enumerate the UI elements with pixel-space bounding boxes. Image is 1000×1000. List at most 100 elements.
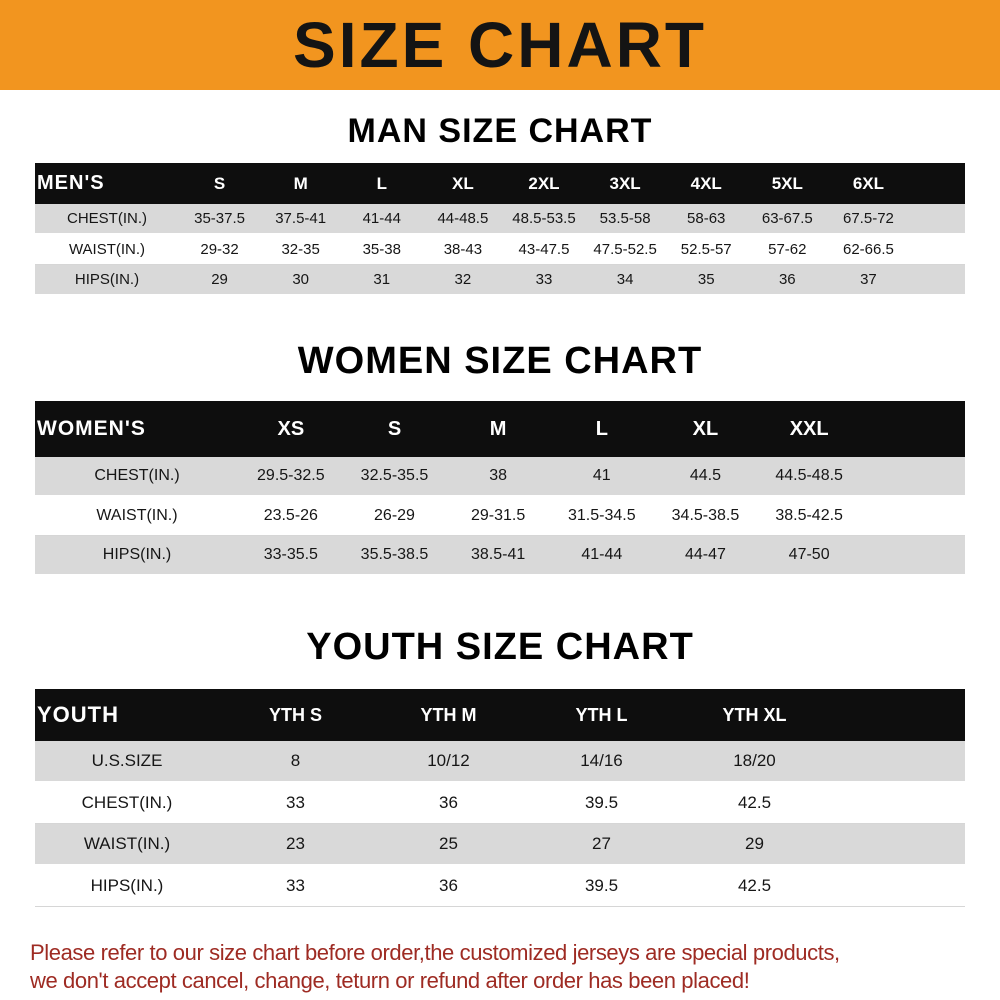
spacer-cell <box>861 457 965 497</box>
size-value-cell: 35.5-38.5 <box>342 535 447 576</box>
measurement-row: HIPS(IN.) 33 36 39.5 42.5 <box>35 865 965 907</box>
size-value-cell: 43-47.5 <box>503 234 585 265</box>
size-column-header: YTH S <box>268 704 322 725</box>
size-value-cell: 29 <box>678 823 831 866</box>
size-value-cell: 41-44 <box>341 204 423 235</box>
women-size-table: WOMEN'S XS S M L XL XXL CHEST(IN.) 29.5-32.5 32.5… <box>35 401 965 576</box>
size-value-cell: 18/20 <box>678 741 831 783</box>
size-value-cell: 41 <box>549 457 654 497</box>
size-column-header: YTH M <box>420 704 477 725</box>
size-column-header: XXL <box>789 417 829 440</box>
disclaimer-line-1: Please refer to our size chart before or… <box>30 940 840 965</box>
size-value-cell: 29-31.5 <box>446 496 550 536</box>
spacer-cell <box>831 741 965 783</box>
youth-size-section: YOUTH SIZE CHART YOUTH YTH S YTH M YTH L YTH… <box>0 626 1000 907</box>
size-value-cell: 35 <box>665 264 747 296</box>
size-value-cell: 39.5 <box>525 782 678 824</box>
man-size-section: MAN SIZE CHART MEN'S S M L XL 2XL 3XL 4XL 5XL 6XL… <box>0 112 1000 296</box>
size-value-cell: 33 <box>219 782 372 824</box>
measurement-row: WAIST(IN.) 29-32 32-35 35-38 38-43 43-47.5 47.… <box>35 234 965 265</box>
size-value-cell: 23 <box>219 823 372 866</box>
measurement-row: CHEST(IN.) 29.5-32.5 32.5-35.5 38 41 44.5 44.5… <box>35 457 965 497</box>
measurement-row: U.S.SIZE 8 10/12 14/16 18/20 <box>35 741 965 783</box>
spacer-cell <box>831 823 965 866</box>
size-value-cell: 62-66.5 <box>827 234 909 265</box>
size-value-cell: 57-62 <box>746 234 828 265</box>
size-column-header: 4XL <box>690 173 722 193</box>
size-value-cell: 31.5-34.5 <box>549 496 654 536</box>
size-value-cell: 29-32 <box>179 234 261 265</box>
measurement-row: CHEST(IN.) 35-37.5 37.5-41 41-44 44-48.5 48.5… <box>35 204 965 235</box>
size-column-header: L <box>595 417 608 440</box>
size-value-cell: 37 <box>827 264 909 296</box>
size-value-cell: 36 <box>746 264 828 296</box>
size-value-cell: 34 <box>584 264 666 296</box>
disclaimer-line-2: we don't accept cancel, change, teturn o… <box>30 968 750 994</box>
row-label: WAIST(IN.) <box>35 234 179 265</box>
size-value-cell: 48.5-53.5 <box>503 204 585 235</box>
size-value-cell: 25 <box>372 823 525 866</box>
women-size-section: WOMEN SIZE CHART WOMEN'S XS S M L XL XXL CHEST(… <box>0 340 1000 576</box>
size-value-cell: 53.5-58 <box>584 204 666 235</box>
size-value-cell: 38.5-41 <box>446 535 550 576</box>
size-column-header: S <box>213 173 226 193</box>
women-section-heading: WOMEN SIZE CHART <box>297 340 703 382</box>
size-value-cell: 42.5 <box>678 782 831 824</box>
table-title-cell: MEN'S <box>37 172 105 194</box>
size-value-cell: 34.5-38.5 <box>653 496 758 536</box>
order-disclaimer: Please refer to our size chart before or… <box>30 939 1000 995</box>
size-value-cell: 39.5 <box>525 865 678 907</box>
size-value-cell: 26-29 <box>342 496 447 536</box>
size-value-cell: 38 <box>446 457 550 497</box>
size-value-cell: 41-44 <box>549 535 654 576</box>
size-column-header: S <box>387 417 402 440</box>
size-value-cell: 44.5 <box>653 457 758 497</box>
man-size-table: MEN'S S M L XL 2XL 3XL 4XL 5XL 6XL CHEST(IN.) 35-37… <box>35 163 965 296</box>
size-value-cell: 36 <box>372 782 525 824</box>
row-label: HIPS(IN.) <box>35 865 219 907</box>
spacer-cell <box>831 689 965 741</box>
measurement-row: WAIST(IN.) 23 25 27 29 <box>35 823 965 866</box>
spacer-cell <box>909 264 965 296</box>
size-column-header: YTH XL <box>722 704 787 725</box>
spacer-cell <box>831 782 965 824</box>
size-value-cell: 67.5-72 <box>827 204 909 235</box>
size-column-header: XL <box>452 173 474 193</box>
size-value-cell: 42.5 <box>678 865 831 907</box>
size-value-cell: 35-37.5 <box>179 204 261 235</box>
size-value-cell: 31 <box>341 264 423 296</box>
size-value-cell: 27 <box>525 823 678 866</box>
row-label: HIPS(IN.) <box>35 535 239 576</box>
row-label: WAIST(IN.) <box>35 823 219 866</box>
size-column-header: M <box>293 173 308 193</box>
size-column-header: XS <box>277 417 305 440</box>
row-label: WAIST(IN.) <box>35 496 239 536</box>
size-column-header: 5XL <box>771 173 803 193</box>
size-value-cell: 38-43 <box>422 234 504 265</box>
size-value-cell: 58-63 <box>665 204 747 235</box>
size-value-cell: 10/12 <box>372 741 525 783</box>
size-value-cell: 33 <box>503 264 585 296</box>
youth-section-heading: YOUTH SIZE CHART <box>306 626 694 668</box>
size-value-cell: 32.5-35.5 <box>342 457 447 497</box>
size-value-cell: 30 <box>260 264 342 296</box>
size-column-header: YTH L <box>575 704 628 725</box>
spacer-cell <box>861 496 965 536</box>
size-value-cell: 33-35.5 <box>239 535 343 576</box>
man-section-heading: MAN SIZE CHART <box>347 112 653 150</box>
size-column-header: M <box>489 417 507 440</box>
measurement-row: CHEST(IN.) 33 36 39.5 42.5 <box>35 782 965 824</box>
row-label: CHEST(IN.) <box>35 457 239 497</box>
row-label: U.S.SIZE <box>35 741 219 783</box>
size-value-cell: 47.5-52.5 <box>584 234 666 265</box>
table-header-row: WOMEN'S XS S M L XL XXL <box>35 401 965 457</box>
size-value-cell: 38.5-42.5 <box>757 496 861 536</box>
size-column-header: XL <box>692 417 719 440</box>
size-value-cell: 37.5-41 <box>260 204 342 235</box>
table-header-row: MEN'S S M L XL 2XL 3XL 4XL 5XL 6XL <box>35 163 965 204</box>
spacer-cell <box>909 163 965 204</box>
row-label: CHEST(IN.) <box>35 782 219 824</box>
row-label: CHEST(IN.) <box>35 204 179 235</box>
spacer-cell <box>861 535 965 576</box>
measurement-row: HIPS(IN.) 33-35.5 35.5-38.5 38.5-41 41-44 44-… <box>35 535 965 576</box>
